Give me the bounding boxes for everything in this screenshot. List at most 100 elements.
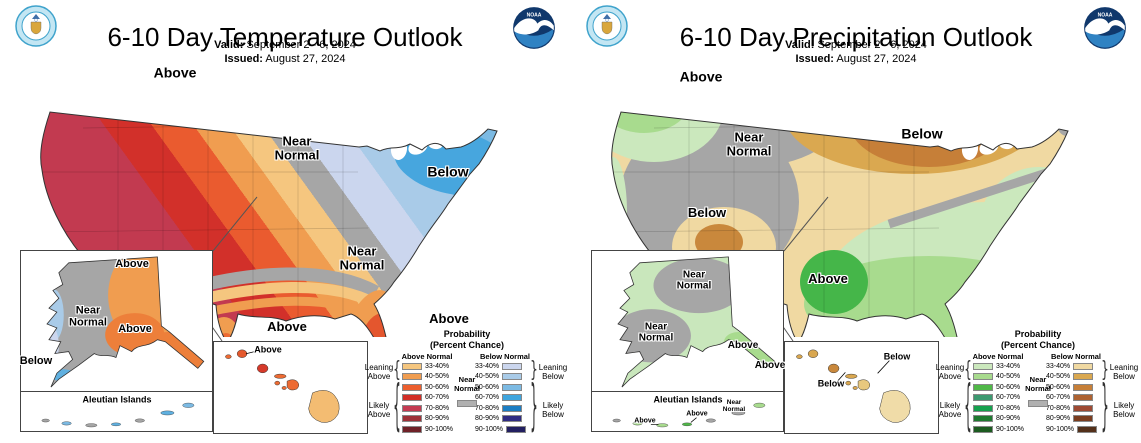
- legend-row: 60-70%: [973, 394, 1024, 402]
- noaa-logo-icon: NOAA: [512, 6, 556, 50]
- valid-issued-block: Valid: September 2 - 6, 2024 Issued: Aug…: [0, 39, 570, 67]
- legend-row: 80-90%: [1046, 415, 1097, 423]
- likely-above-label: Likely Above: [938, 401, 962, 420]
- legend-above-header: Above Normal: [401, 352, 453, 361]
- noaa-logo-text: NOAA: [1098, 12, 1113, 18]
- valid-value: September 2 - 6, 2024: [817, 39, 927, 51]
- legend-row: 70-80%: [1046, 404, 1097, 412]
- legend-row: 40-50%: [973, 373, 1024, 381]
- precipitation-outlook-panel: 6-10 Day Precipitation Outlook Valid: Se…: [571, 0, 1141, 443]
- legend-row: 33-40%: [973, 362, 1024, 370]
- likely-below-label: Likely Below: [1113, 401, 1135, 420]
- legend-row: 50-60%: [973, 383, 1024, 391]
- color-swatch: [973, 373, 993, 381]
- color-swatch: [402, 415, 422, 423]
- legend-above-header: Above Normal: [972, 352, 1024, 361]
- legend-row: 50-60%: [1046, 383, 1097, 391]
- color-swatch: [506, 426, 527, 434]
- issued-line: Issued: August 27, 2024: [0, 53, 570, 67]
- department-of-commerce-seal-icon: [585, 4, 629, 48]
- color-swatch: [402, 426, 422, 434]
- legend-range-label: 70-80%: [475, 404, 500, 412]
- color-swatch: [1073, 415, 1094, 423]
- legend-range-label: 70-80%: [996, 404, 1021, 412]
- probability-legend: Probability (Percent Chance) Above Norma…: [936, 329, 1139, 441]
- legend-row: 90-100%: [475, 426, 527, 434]
- brace-leaning-above: {: [964, 358, 972, 383]
- color-swatch: [1073, 362, 1094, 370]
- hawaii-inset-map: [784, 341, 939, 434]
- aleutian-islands-inset: [591, 391, 784, 432]
- legend-row: 50-60%: [475, 383, 526, 391]
- color-swatch: [402, 394, 422, 402]
- legend-range-label: 33-40%: [475, 362, 500, 370]
- leaning-above-label: Leaning Above: [364, 363, 394, 382]
- noaa-logo-icon: NOAA: [1083, 6, 1127, 50]
- legend-range-label: 40-50%: [475, 373, 500, 381]
- legend-range-label: 80-90%: [1046, 415, 1071, 423]
- near-normal-swatch: [1028, 400, 1048, 408]
- color-swatch: [973, 415, 993, 423]
- legend-range-label: 70-80%: [425, 404, 450, 412]
- legend-below-column: 33-40% 40-50% 50-60% 60-70% 70-80% 80-90% 90-1…: [1046, 362, 1098, 434]
- color-swatch: [402, 404, 422, 412]
- color-swatch: [502, 394, 523, 402]
- legend-range-label: 60-70%: [996, 394, 1021, 402]
- legend-row: 40-50%: [402, 373, 453, 381]
- color-swatch: [502, 415, 523, 423]
- near-normal-label: Near Normal: [1025, 375, 1051, 393]
- legend-row: 80-90%: [475, 415, 526, 423]
- legend-range-label: 50-60%: [996, 383, 1021, 391]
- brace-likely-above: {: [964, 377, 972, 439]
- legend-row: 90-100%: [402, 426, 453, 434]
- legend-range-label: 50-60%: [475, 383, 500, 391]
- legend-below-header: Below Normal: [479, 352, 530, 361]
- brace-likely-below: }: [1101, 377, 1109, 439]
- temperature-outlook-panel: 6-10 Day Temperature Outlook Valid: Sept…: [0, 0, 570, 443]
- issued-value: August 27, 2024: [265, 52, 346, 65]
- legend-range-label: 50-60%: [425, 383, 450, 391]
- legend-range-label: 33-40%: [425, 362, 450, 370]
- brace-leaning-below: }: [1101, 358, 1109, 383]
- color-swatch: [1073, 383, 1094, 391]
- legend-below-column: 33-40% 40-50% 50-60% 60-70% 70-80% 80-90% 90-1…: [475, 362, 527, 434]
- legend-range-label: 90-100%: [475, 426, 504, 434]
- legend-range-label: 33-40%: [1046, 362, 1071, 370]
- legend-row: 50-60%: [402, 383, 453, 391]
- department-of-commerce-seal-icon: [14, 4, 58, 48]
- legend-title: Probability (Percent Chance): [1000, 329, 1076, 350]
- legend-row: 40-50%: [475, 373, 526, 381]
- issued-label: Issued:: [795, 52, 834, 65]
- legend-row: 90-100%: [1046, 426, 1098, 434]
- legend-row: 70-80%: [475, 404, 526, 412]
- leaning-below-label: Leaning Below: [1109, 363, 1139, 382]
- legend-row: 70-80%: [973, 404, 1024, 412]
- color-swatch: [502, 362, 523, 370]
- color-swatch: [1077, 426, 1098, 434]
- color-swatch: [502, 404, 523, 412]
- color-swatch: [973, 394, 993, 402]
- valid-issued-block: Valid: September 2 - 6, 2024 Issued: Aug…: [571, 39, 1141, 67]
- color-swatch: [402, 373, 422, 381]
- legend-above-column: 33-40% 40-50% 50-60% 60-70% 70-80% 80-90% 90-1…: [402, 362, 453, 434]
- brace-leaning-below: }: [530, 358, 538, 383]
- issued-line: Issued: August 27, 2024: [571, 53, 1141, 67]
- page-title: 6-10 Day Temperature Outlook: [107, 22, 463, 53]
- legend-range-label: 60-70%: [425, 394, 450, 402]
- brace-likely-below: }: [530, 377, 538, 439]
- color-swatch: [973, 383, 993, 391]
- valid-line: Valid: September 2 - 6, 2024: [571, 39, 1141, 53]
- legend-above-column: 33-40% 40-50% 50-60% 60-70% 70-80% 80-90% 90-1…: [973, 362, 1024, 434]
- issued-label: Issued:: [224, 52, 263, 65]
- legend-row: 80-90%: [973, 415, 1024, 423]
- color-swatch: [1073, 373, 1094, 381]
- legend-near-normal: Near Normal: [1021, 375, 1055, 412]
- legend-row: 60-70%: [475, 394, 526, 402]
- legend-row: 90-100%: [973, 426, 1024, 434]
- hawaii-inset-map: [213, 341, 368, 434]
- brace-likely-above: {: [393, 377, 401, 439]
- color-swatch: [502, 373, 523, 381]
- legend-range-label: 60-70%: [1046, 394, 1071, 402]
- color-swatch: [1073, 404, 1094, 412]
- legend-range-label: 40-50%: [996, 373, 1021, 381]
